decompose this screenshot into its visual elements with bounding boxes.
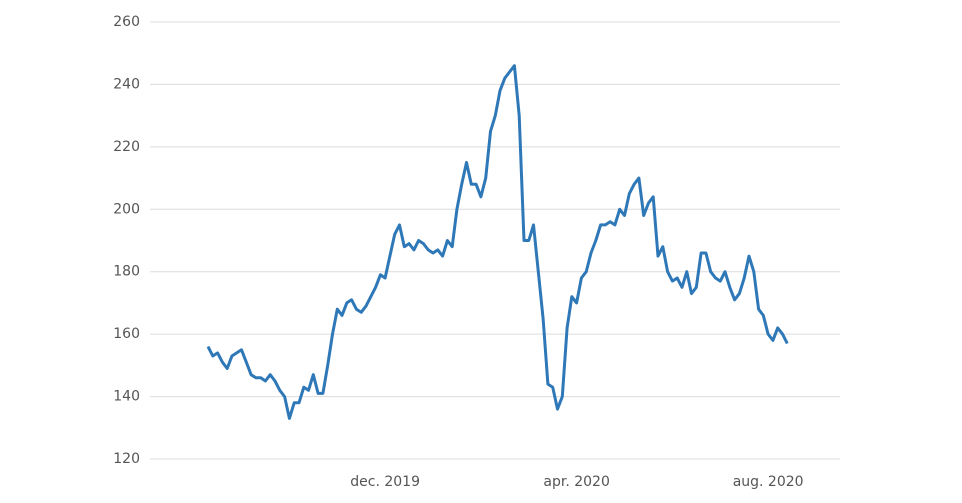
x-tick-label: dec. 2019 (350, 474, 420, 490)
y-tick-label: 200 (113, 201, 140, 217)
y-tick-label: 160 (113, 326, 140, 342)
y-tick-label: 240 (113, 76, 140, 92)
x-tick-label: apr. 2020 (543, 474, 609, 490)
y-tick-label: 180 (113, 264, 140, 280)
y-tick-label: 220 (113, 139, 140, 155)
y-tick-label: 140 (113, 389, 140, 405)
data-line (206, 64, 789, 420)
y-tick-label: 260 (113, 14, 140, 30)
x-tick-label: aug. 2020 (733, 474, 804, 490)
y-tick-label: 120 (113, 451, 140, 467)
